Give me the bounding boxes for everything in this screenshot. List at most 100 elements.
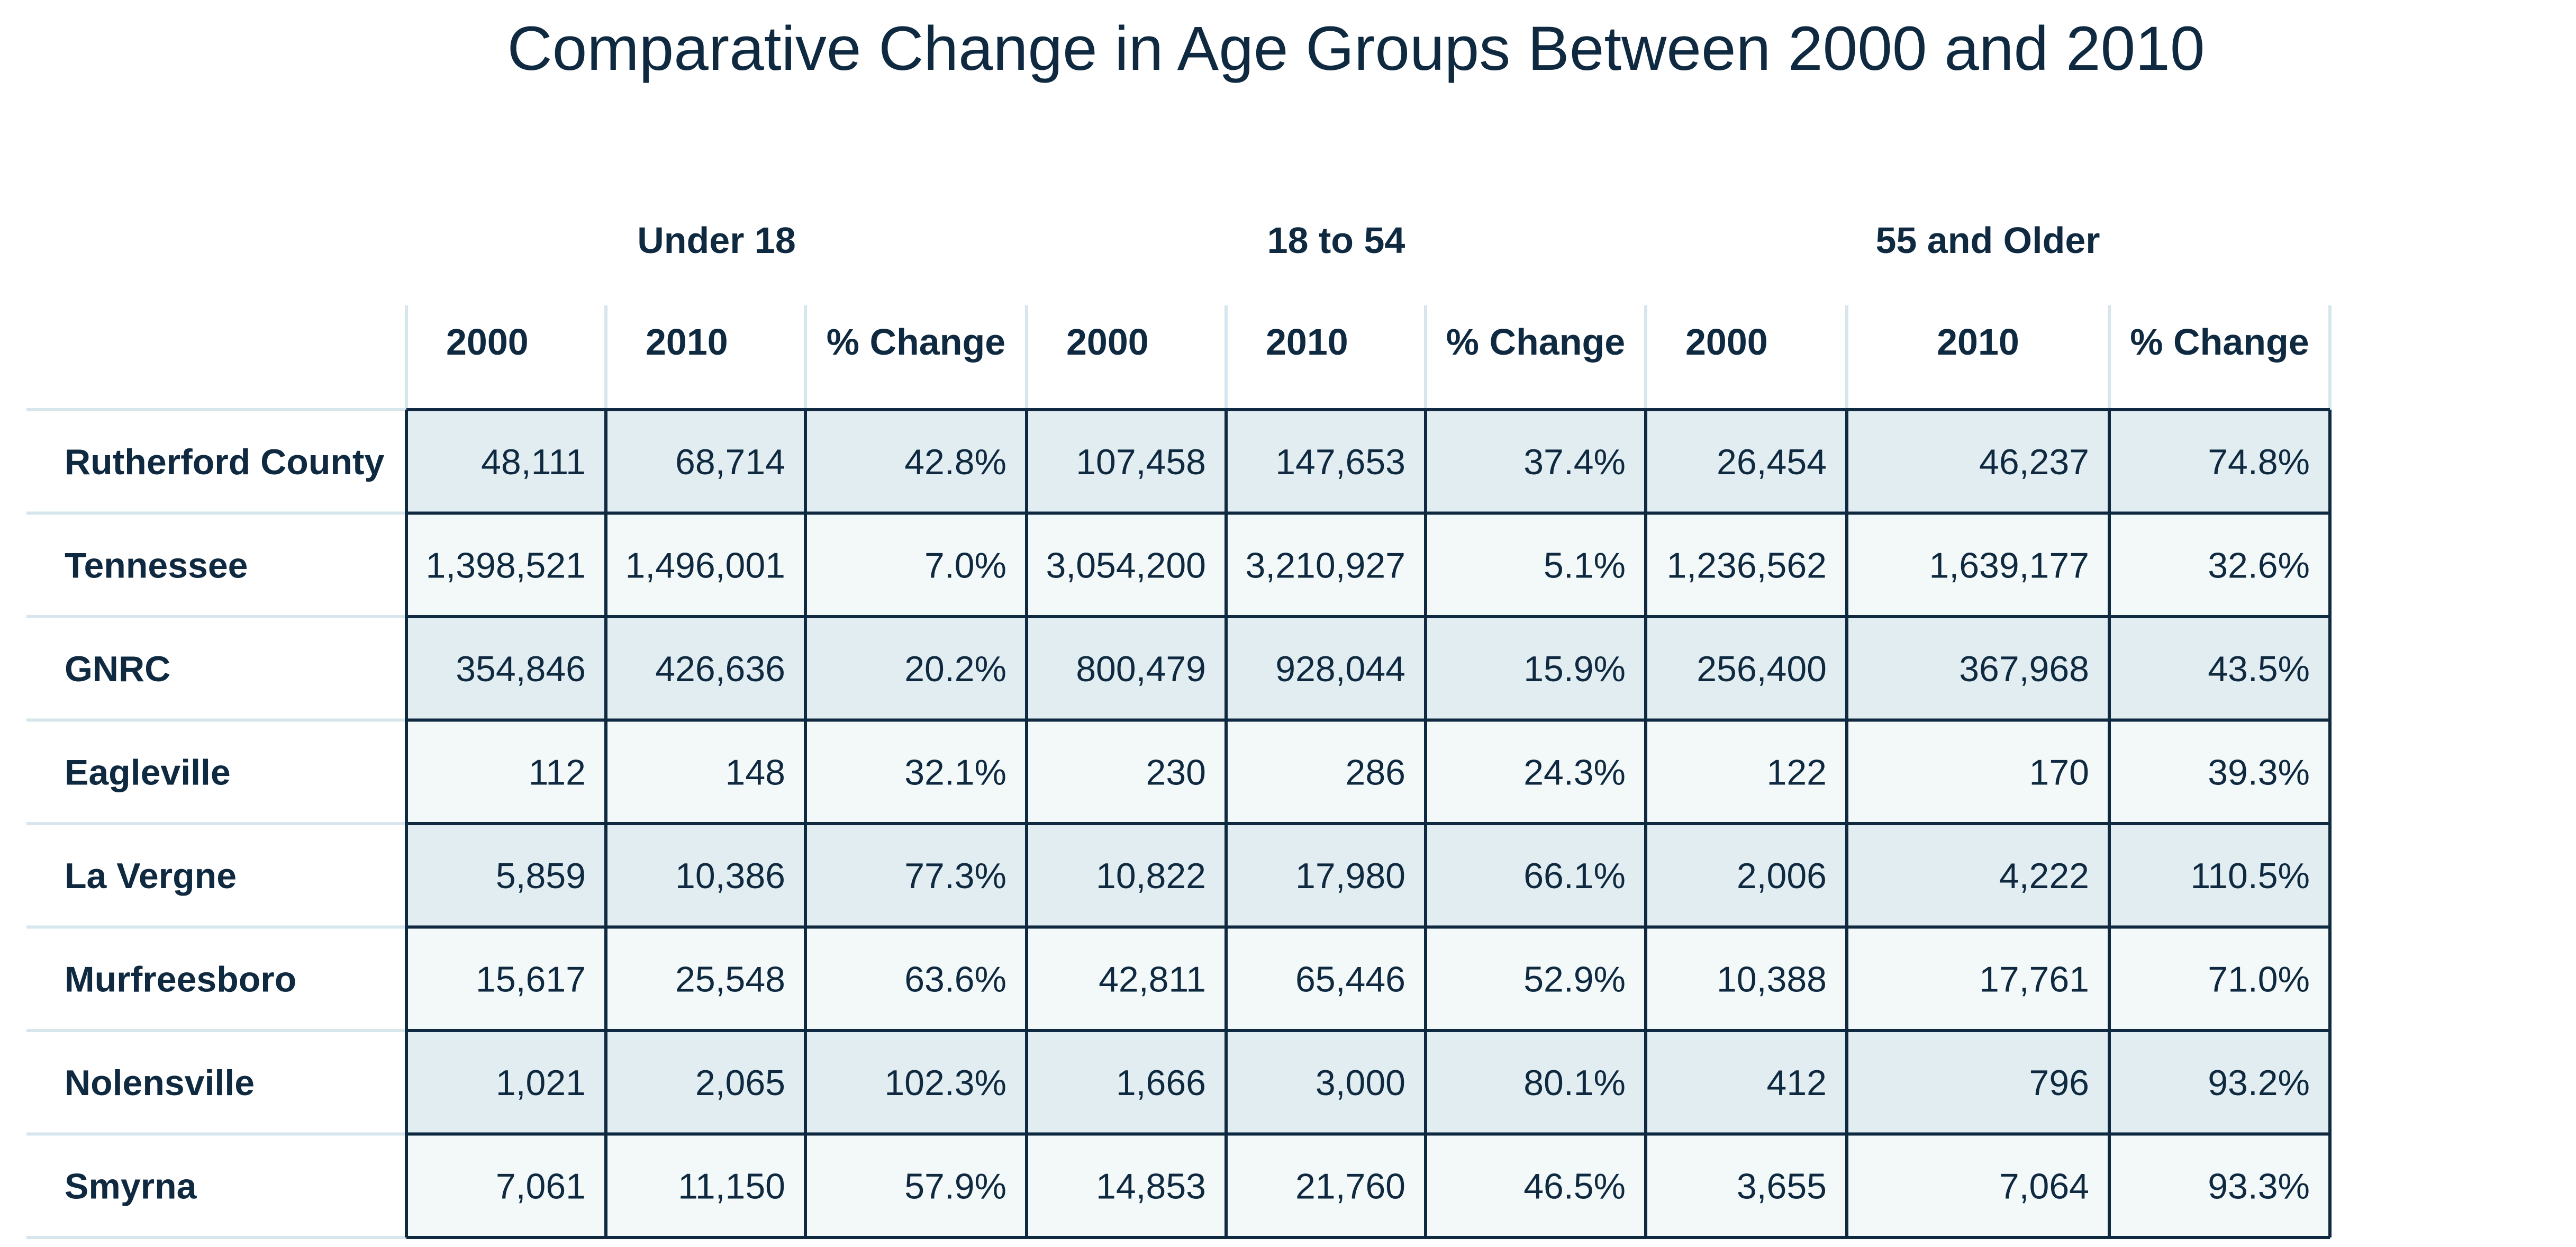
- table-cell-value: 1,666: [1116, 1063, 1206, 1103]
- table-cell-value: 3,655: [1737, 1166, 1827, 1206]
- column-header: 2010: [1266, 321, 1348, 363]
- table-cell-value: 39.3%: [2208, 752, 2310, 792]
- table-cell-value: 17,980: [1295, 856, 1405, 896]
- row-band: [406, 617, 2330, 720]
- table-cell-value: 800,479: [1076, 649, 1206, 689]
- table-cell-value: 93.2%: [2208, 1063, 2310, 1103]
- table-cell-value: 3,054,200: [1046, 545, 1206, 585]
- row-band: [406, 720, 2330, 824]
- row-band: [406, 927, 2330, 1031]
- row-band: [406, 1031, 2330, 1134]
- table-cell-value: 7,064: [1999, 1166, 2089, 1206]
- table-cell-value: 1,021: [496, 1063, 586, 1103]
- table-cell-value: 11,150: [678, 1166, 785, 1206]
- table-cell-value: 110.5%: [2190, 856, 2310, 896]
- table-cell-value: 426,636: [655, 649, 785, 689]
- table-cell-value: 74.8%: [2208, 442, 2310, 482]
- row-label: GNRC: [65, 649, 170, 689]
- table-cell-value: 286: [1346, 752, 1405, 792]
- table-cell-value: 68,714: [675, 442, 785, 482]
- table-cell-value: 148: [725, 752, 785, 792]
- table-cell-value: 57.9%: [904, 1166, 1006, 1206]
- table-cell-value: 3,000: [1316, 1063, 1405, 1103]
- table-cell-value: 24.3%: [1523, 752, 1626, 792]
- table-cell-value: 46,237: [1979, 442, 2089, 482]
- table-cell-value: 796: [2029, 1063, 2089, 1103]
- row-label: Eagleville: [65, 752, 231, 792]
- column-header: 2000: [1066, 321, 1149, 363]
- table-cell-value: 77.3%: [904, 856, 1006, 896]
- column-header: % Change: [1446, 321, 1625, 363]
- row-label: Murfreesboro: [65, 959, 296, 999]
- table-cell-value: 2,065: [695, 1063, 785, 1103]
- table-cell-value: 1,398,521: [425, 545, 586, 585]
- table-cell-value: 71.0%: [2208, 959, 2310, 999]
- row-band: [406, 513, 2330, 617]
- table-cell-value: 102.3%: [884, 1063, 1006, 1103]
- table-cell-value: 1,496,001: [625, 545, 785, 585]
- table-cell-value: 5.1%: [1544, 545, 1626, 585]
- table-cell-value: 1,639,177: [1929, 545, 2089, 585]
- column-header: % Change: [2130, 321, 2309, 363]
- table-cell-value: 147,653: [1275, 442, 1405, 482]
- row-band: [406, 824, 2330, 927]
- table-cell-value: 7,061: [496, 1166, 586, 1206]
- group-label: 55 and Older: [1875, 220, 2100, 261]
- row-label: Tennessee: [65, 545, 248, 585]
- table-cell-value: 2,006: [1737, 856, 1827, 896]
- table-cell-value: 928,044: [1275, 649, 1405, 689]
- table-cell-value: 1,236,562: [1666, 545, 1827, 585]
- table-cell-value: 10,822: [1096, 856, 1206, 896]
- table-cell-value: 46.5%: [1523, 1166, 1626, 1206]
- table-cell-value: 256,400: [1697, 649, 1827, 689]
- group-label: Under 18: [637, 220, 796, 261]
- table-cell-value: 26,454: [1717, 442, 1827, 482]
- row-band: [406, 410, 2330, 513]
- table-cell-value: 52.9%: [1523, 959, 1626, 999]
- row-label: La Vergne: [65, 856, 237, 896]
- table-cell-value: 412: [1767, 1063, 1827, 1103]
- row-band: [406, 1134, 2330, 1237]
- table-cell-value: 21,760: [1295, 1166, 1405, 1206]
- table-cell-value: 230: [1146, 752, 1206, 792]
- table-cell-value: 66.1%: [1523, 856, 1626, 896]
- table-cell-value: 354,846: [456, 649, 586, 689]
- table-cell-value: 32.1%: [904, 752, 1006, 792]
- table-cell-value: 63.6%: [904, 959, 1006, 999]
- table-cell-value: 3,210,927: [1245, 545, 1405, 585]
- table-cell-value: 25,548: [675, 959, 785, 999]
- table-cell-value: 122: [1767, 752, 1827, 792]
- column-header: 2010: [1937, 321, 2019, 363]
- table-cell-value: 37.4%: [1523, 442, 1626, 482]
- table-cell-value: 20.2%: [904, 649, 1006, 689]
- table-cell-value: 32.6%: [2208, 545, 2310, 585]
- column-header: 2000: [1685, 321, 1768, 363]
- column-header: 2010: [646, 321, 728, 363]
- table-cell-value: 112: [529, 752, 586, 792]
- table-cell-value: 15,617: [476, 959, 586, 999]
- table-cell-value: 65,446: [1295, 959, 1405, 999]
- column-header: % Change: [827, 321, 1005, 363]
- table-cell-value: 80.1%: [1523, 1063, 1626, 1103]
- table-cell-value: 5,859: [496, 856, 586, 896]
- table-cell-value: 43.5%: [2208, 649, 2310, 689]
- table-cell-value: 14,853: [1096, 1166, 1206, 1206]
- table-cell-value: 42.8%: [904, 442, 1006, 482]
- group-label: 18 to 54: [1267, 220, 1405, 261]
- table-cell-value: 170: [2029, 752, 2089, 792]
- table-cell-value: 10,388: [1717, 959, 1827, 999]
- table-cell-value: 4,222: [1999, 856, 2089, 896]
- table-cell-value: 42,811: [1099, 959, 1206, 999]
- table-cell-value: 17,761: [1979, 959, 2089, 999]
- row-label: Smyrna: [65, 1166, 197, 1206]
- row-label: Nolensville: [65, 1063, 255, 1103]
- row-label: Rutherford County: [65, 442, 385, 482]
- table-cell-value: 15.9%: [1523, 649, 1626, 689]
- table-cell-value: 48,111: [481, 442, 586, 482]
- chart-title: Comparative Change in Age Groups Between…: [507, 14, 2205, 84]
- table-cell-value: 367,968: [1959, 649, 2089, 689]
- column-header: 2000: [446, 321, 529, 363]
- table-cell-value: 7.0%: [924, 545, 1006, 585]
- table-cell-value: 107,458: [1076, 442, 1206, 482]
